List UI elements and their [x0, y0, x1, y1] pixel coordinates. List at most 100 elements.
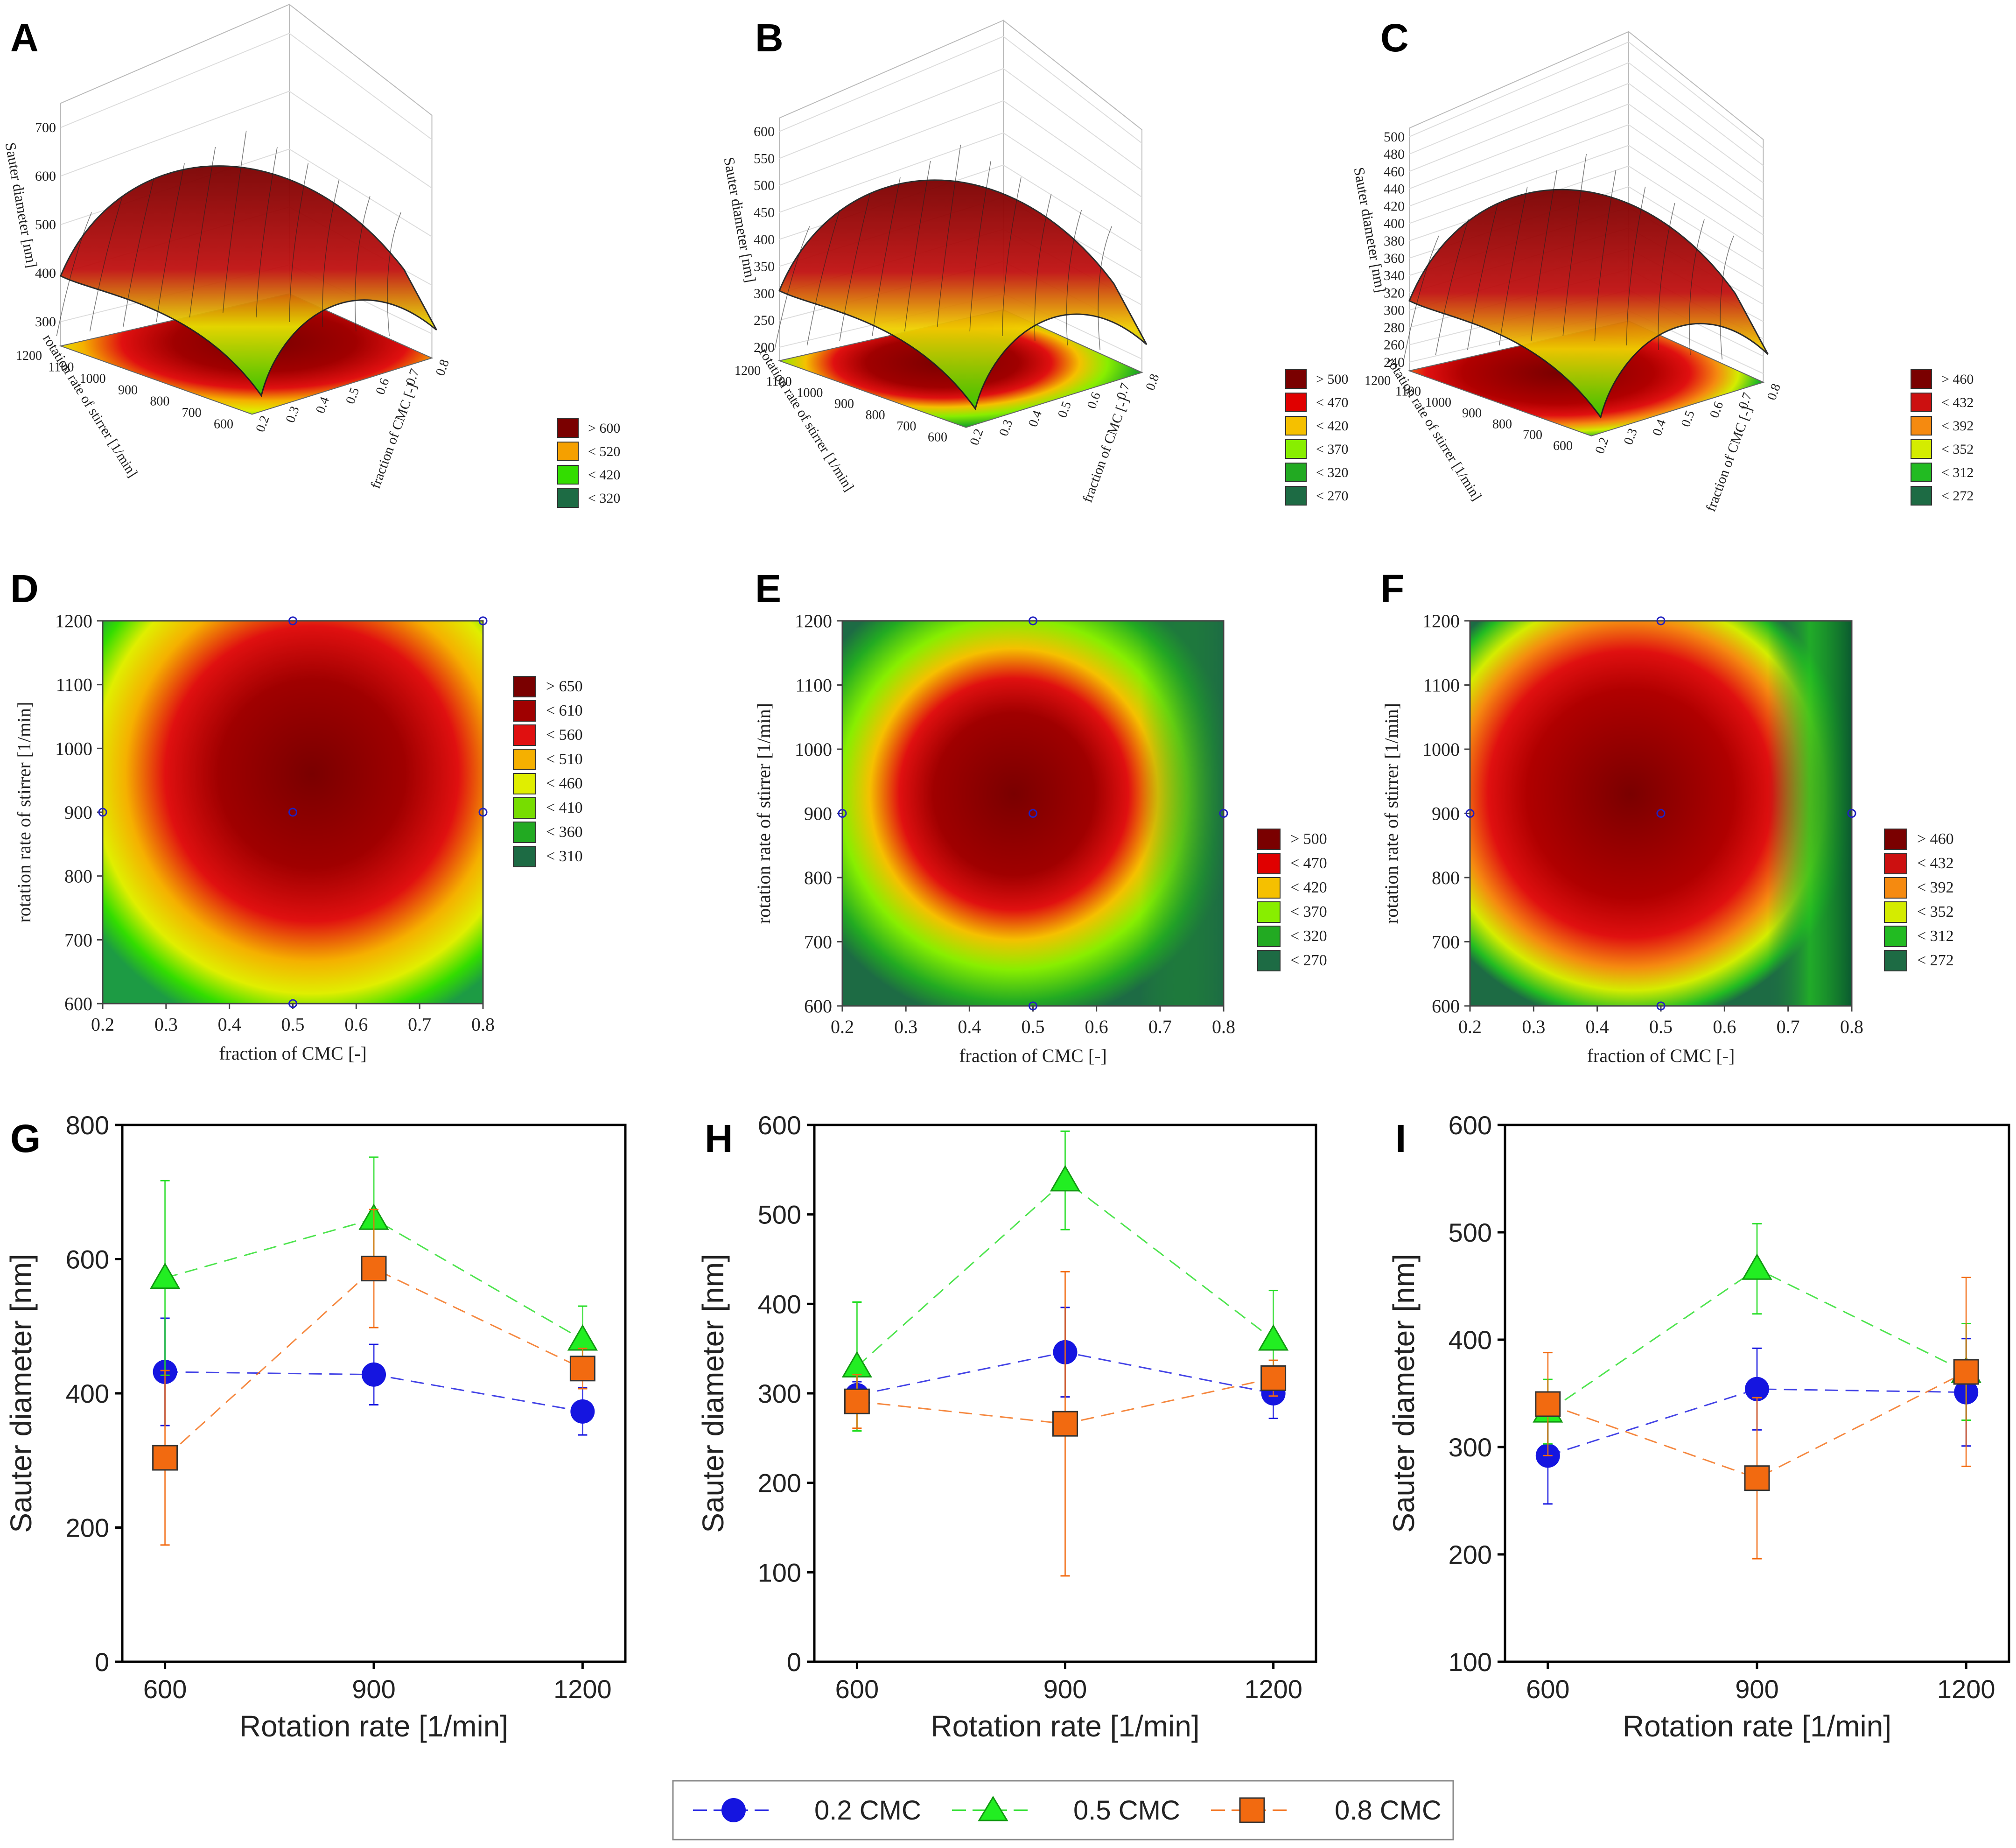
y-tick-label-c: 600	[1553, 439, 1573, 453]
contour-plot-d: 0.2 0.3 0.4 0.5 0.6 0.7 0.8 600 700 800 900 1000 110…	[14, 611, 583, 1064]
design-point-e	[1219, 809, 1228, 818]
y-tick-label-g: 800	[66, 1110, 109, 1140]
surface-legend-label-a: < 420	[588, 467, 620, 483]
x-tick-label-d: 0.3	[154, 1014, 178, 1035]
surface-plot-a: 300 400 500 600 700 600 700 800 900 1000 1100 1200 0…	[2, 3, 620, 508]
surface-legend-label-c: < 312	[1941, 465, 1974, 480]
y-axis-label-e: rotation rate of stirrer [1/min]	[753, 703, 774, 924]
data-point-g-0-5cmc	[150, 1262, 181, 1289]
y-tick-label-b: 700	[896, 419, 916, 434]
data-point-g-0-2cmc	[570, 1399, 595, 1424]
x-tick-label-e: 0.3	[894, 1016, 917, 1037]
surface-legend-swatch-b	[1285, 393, 1307, 412]
surface-legend-swatch-a	[557, 418, 579, 438]
panel-letter-b: B	[755, 16, 784, 60]
surface-legend-label-a: < 320	[588, 491, 620, 506]
surface-mesh-line-a	[223, 130, 247, 313]
surface-mesh-line-a	[256, 147, 278, 318]
z-tick-label-c: 460	[1384, 164, 1405, 179]
x-tick-label-f: 0.8	[1840, 1016, 1863, 1037]
scatter-plot-h: 0 100 200 300 400 500 600 600 900 1200 Rotation ra…	[696, 1110, 1317, 1743]
z-gridline-b	[779, 68, 1142, 171]
x-tick-label-e: 0.2	[831, 1016, 854, 1037]
data-point-h-0-5cmc	[1050, 1165, 1081, 1192]
contour-legend-swatch-e	[1257, 926, 1281, 947]
y-tick-label-c: 1200	[1365, 373, 1391, 388]
y-tick-label-h: 600	[758, 1110, 801, 1140]
y-tick-label-c: 700	[1523, 428, 1542, 443]
x-tick-label-g: 600	[143, 1674, 187, 1704]
x-tick-label-g: 900	[352, 1674, 395, 1704]
y-tick-label-a: 900	[118, 383, 138, 397]
x-axis-label-b: fraction of CMC [-]	[1079, 395, 1132, 504]
contour-legend-label-f: > 460	[1917, 830, 1954, 848]
x-tick-label-f: 0.2	[1458, 1016, 1482, 1037]
contour-legend-swatch-e	[1257, 829, 1281, 850]
contour-legend-swatch-f	[1884, 950, 1907, 971]
y-tick-label-h: 0	[787, 1647, 801, 1677]
surface-legend-swatch-b	[1285, 416, 1307, 436]
data-point-i-0-8cmc	[1744, 1465, 1770, 1491]
x-axis-label-a: fraction of CMC [-]	[368, 381, 420, 491]
contour-legend-label-e: < 370	[1290, 903, 1327, 920]
y-tick-label-h: 300	[758, 1379, 801, 1408]
surface-legend-label-b: < 470	[1316, 395, 1348, 410]
y-tick-label-e: 1000	[795, 739, 832, 760]
contour-legend-swatch-d	[513, 773, 536, 794]
x-axis-label-e: fraction of CMC [-]	[959, 1045, 1107, 1066]
surface-mesh-line-c	[1499, 186, 1528, 346]
contour-edge-shade-e	[1140, 621, 1224, 1006]
z-tick-label-c: 240	[1384, 355, 1405, 370]
contour-legend-label-f: < 432	[1917, 855, 1954, 872]
surface-legend-swatch-b	[1285, 463, 1307, 482]
y-tick-label-d: 900	[64, 802, 92, 823]
legend-label-0-2: 0.2 CMC	[814, 1795, 921, 1826]
z-tick-label-c: 260	[1384, 337, 1405, 353]
surface-mesh-line-b	[1098, 226, 1112, 351]
z-tick-label-c: 360	[1384, 251, 1405, 266]
y-tick-label-b: 1100	[766, 375, 792, 389]
y-tick-label-e: 800	[804, 867, 832, 888]
surface-legend-label-b: < 370	[1316, 442, 1348, 457]
y-tick-label-f: 900	[1432, 803, 1460, 824]
y-tick-label-i: 200	[1449, 1540, 1492, 1569]
scatter-plot-g: 0 200 400 600 800 600 900 1200 Rotation rate [1/…	[4, 1110, 627, 1743]
panel-letter-e: E	[755, 567, 781, 611]
contour-legend-label-e: < 270	[1290, 952, 1327, 969]
contour-legend-swatch-d	[513, 822, 536, 843]
y-tick-label-h: 400	[758, 1289, 801, 1319]
legend-label-0-8: 0.8 CMC	[1335, 1795, 1442, 1826]
z-tick-label-c: 340	[1384, 268, 1405, 283]
y-tick-label-d: 600	[64, 993, 92, 1014]
z-tick-label-b: 400	[754, 232, 775, 247]
x-tick-label-b: 0.6	[1085, 390, 1104, 410]
data-point-g-0-8cmc	[361, 1256, 387, 1282]
y-tick-label-i: 400	[1449, 1325, 1492, 1355]
x-tick-label-b: 0.8	[1143, 372, 1162, 392]
y-tick-label-d: 1200	[55, 611, 92, 632]
design-point-d	[288, 616, 297, 625]
contour-legend-label-e: < 420	[1290, 879, 1327, 896]
y-axis-label-h: Sauter diameter [nm]	[696, 1254, 730, 1533]
design-point-d	[478, 616, 488, 625]
surface-mesh-line-a	[322, 179, 340, 327]
x-tick-label-e: 0.8	[1212, 1016, 1235, 1037]
x-tick-label-i: 600	[1526, 1674, 1569, 1704]
y-tick-label-d: 800	[64, 866, 92, 887]
contour-legend-swatch-f	[1884, 829, 1907, 850]
response-surface-c	[1408, 189, 1769, 419]
data-point-i-0-5cmc	[1742, 1253, 1772, 1280]
y-axis-label-i: Sauter diameter [nm]	[1387, 1254, 1421, 1533]
y-tick-label-a: 800	[150, 394, 169, 409]
surface-mesh-line-c	[1531, 170, 1557, 341]
y-tick-label-i: 500	[1449, 1218, 1492, 1247]
surface-mesh-line-b	[1002, 177, 1022, 337]
x-tick-label-d: 0.2	[91, 1014, 114, 1035]
panel-letter-g: G	[10, 1117, 41, 1160]
response-surface-b	[778, 179, 1148, 411]
contour-legend-label-f: < 312	[1917, 928, 1954, 945]
surface-legend-swatch-c	[1911, 416, 1932, 436]
x-tick-label-a: 0.4	[313, 395, 332, 415]
y-tick-label-f: 700	[1432, 932, 1460, 953]
design-point-f	[1847, 809, 1856, 818]
